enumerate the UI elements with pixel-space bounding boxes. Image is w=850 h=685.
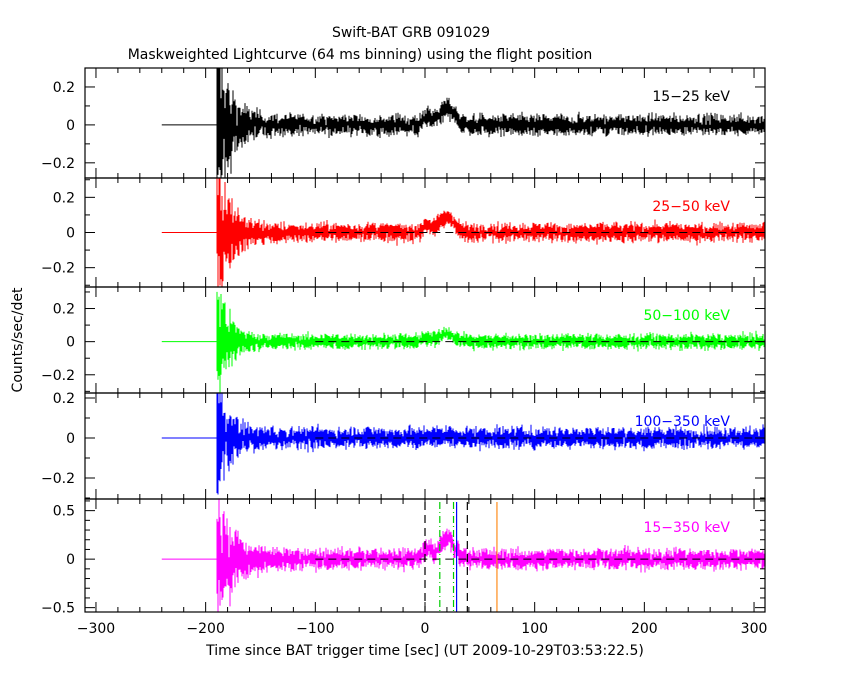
panel-25-50-kev: 0.2 0 −0.2 25−50 keV (41, 177, 766, 288)
y-tick-label: −0.2 (41, 156, 75, 172)
panel-energy-label: 50−100 keV (643, 308, 730, 324)
data-series-3 (161, 393, 766, 495)
x-tick-label: −200 (186, 621, 224, 637)
x-tick-label: 300 (741, 621, 768, 637)
data-series-1 (161, 178, 766, 287)
panel-energy-label: 25−50 keV (652, 199, 730, 215)
y-tick-label: 0 (66, 431, 75, 447)
panel-frame (84, 392, 766, 500)
y-tick-label: 0.2 (53, 190, 75, 206)
x-tick-label: 200 (631, 621, 658, 637)
y-axis-label: Counts/sec/det (10, 287, 26, 392)
x-tick-label: 0 (421, 621, 430, 637)
panel-15-25-kev: 0.2 0 −0.2 15−25 keV (41, 67, 766, 179)
panel-energy-label: 15−350 keV (643, 520, 730, 536)
y-tick-label: 0 (66, 118, 75, 134)
x-axis-label: Time since BAT trigger time [sec] (UT 20… (205, 643, 644, 659)
y-tick-label: 0 (66, 226, 75, 242)
y-tick-label: −0.2 (41, 368, 75, 384)
y-tick-label: 0 (66, 552, 75, 568)
data-series-0 (161, 68, 766, 178)
y-tick-label: 0.5 (53, 504, 75, 520)
chart-title: Swift-BAT GRB 091029 (332, 25, 490, 41)
panel-50-100-kev: 0.2 0 −0.2 50−100 keV (41, 286, 766, 394)
panel-15-350-kev: 0.5 0 −0.5 15−350 keV (41, 498, 766, 617)
y-tick-label: 0.2 (53, 80, 75, 96)
panel-100-350-kev: 0.2 0 −0.2 100−350 keV (41, 391, 766, 500)
y-tick-label: −0.5 (41, 601, 75, 617)
y-tick-label: 0.2 (53, 302, 75, 318)
x-tick-label: −300 (77, 621, 115, 637)
y-tick-label: −0.2 (41, 471, 75, 487)
y-tick-label: −0.2 (41, 261, 75, 277)
x-tick-label: −100 (296, 621, 334, 637)
data-series-4 (161, 499, 766, 612)
chart-subtitle: Maskweighted Lightcurve (64 ms binning) … (128, 47, 593, 63)
panel-energy-label: 100−350 keV (635, 414, 731, 430)
y-tick-label: 0.2 (53, 391, 75, 407)
x-tick-label: 100 (521, 621, 548, 637)
y-tick-label: 0 (66, 335, 75, 351)
panel-energy-label: 15−25 keV (652, 89, 730, 105)
